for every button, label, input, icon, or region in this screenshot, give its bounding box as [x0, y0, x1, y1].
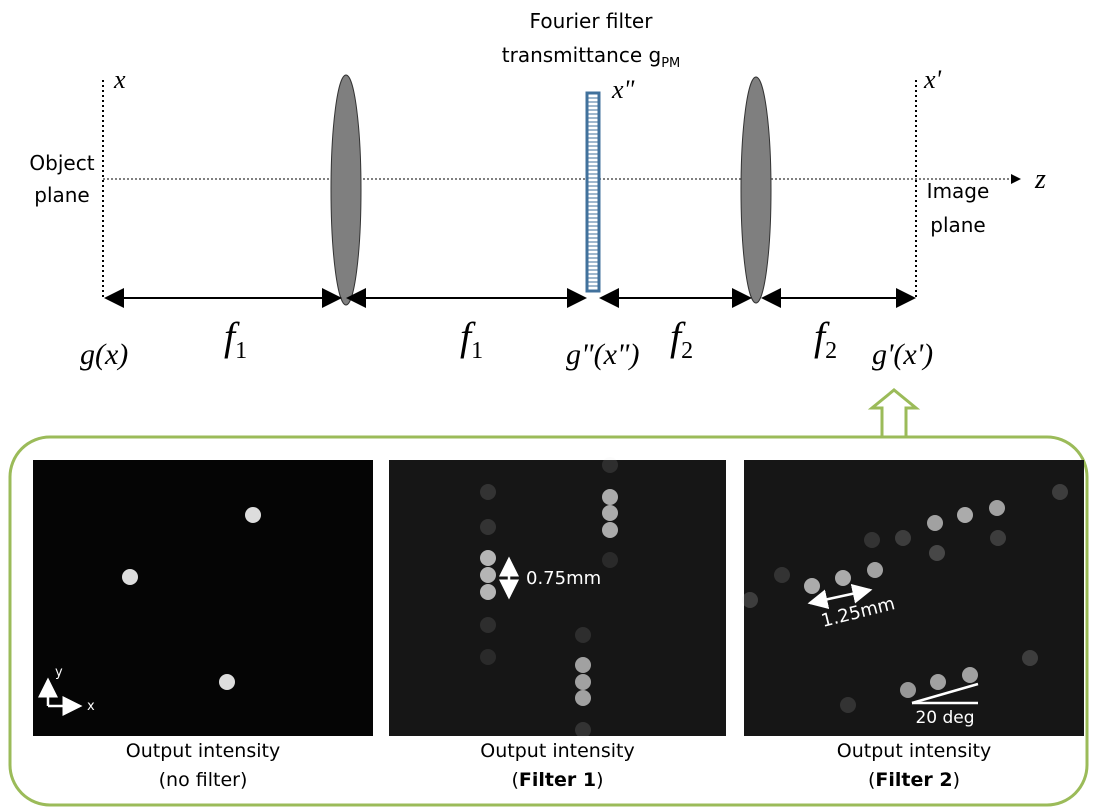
- caption-part: Filter 2: [875, 769, 952, 791]
- spot: [480, 550, 496, 566]
- spot: [480, 484, 496, 500]
- spot: [480, 519, 496, 535]
- spot: [962, 667, 978, 683]
- distance-subscript: 1: [235, 338, 247, 364]
- spot: [1052, 484, 1068, 500]
- spot: [122, 569, 138, 585]
- annotation: 0.75mm: [526, 568, 601, 589]
- distance-subscript: 1: [471, 338, 483, 364]
- spot: [602, 505, 618, 521]
- lens: [331, 75, 361, 305]
- distance-label: f1: [460, 314, 483, 364]
- spot: [602, 457, 618, 473]
- diagram: Fourier filter transmittance gPM x x" x'…: [0, 0, 1096, 808]
- plane-label: Image: [927, 179, 990, 203]
- caption: (no filter): [159, 769, 248, 791]
- caption-part: Filter 1: [519, 769, 596, 791]
- distance-label: f1: [224, 314, 247, 364]
- output-image: [389, 460, 726, 736]
- caption: Output intensity: [126, 740, 280, 762]
- spot: [804, 578, 820, 594]
- filter-label-sub: PM: [661, 56, 680, 71]
- field-label: g"(x"): [566, 338, 640, 371]
- caption-part: ): [953, 769, 960, 791]
- spot: [575, 657, 591, 673]
- spot: [575, 690, 591, 706]
- axis-z: z: [1034, 164, 1046, 195]
- spot: [480, 649, 496, 665]
- spot: [602, 552, 618, 568]
- fourier-filter: [587, 93, 599, 291]
- spot: [900, 682, 916, 698]
- axis-label: x': [923, 65, 942, 94]
- lens: [741, 77, 771, 303]
- field-label: g'(x'): [872, 338, 933, 371]
- spot: [989, 500, 1005, 516]
- spot: [245, 507, 261, 523]
- spot: [219, 674, 235, 690]
- spot: [957, 507, 973, 523]
- filter-label: Fourier filter: [530, 9, 654, 33]
- spot: [864, 532, 880, 548]
- caption: (Filter 1): [511, 769, 603, 791]
- field-label: g(x): [80, 338, 128, 371]
- distance-label: f2: [814, 314, 837, 364]
- optics: Fourier filter transmittance gPM x x" x'…: [29, 9, 1046, 371]
- spot: [1022, 650, 1038, 666]
- spot: [774, 567, 790, 583]
- green-arrow: [872, 390, 916, 438]
- caption: (Filter 2): [868, 769, 960, 791]
- panel: Output intensity (no filter): [33, 460, 373, 791]
- panel: Output intensity (Filter 2): [742, 460, 1084, 791]
- filter-label: transmittance gPM: [502, 43, 681, 71]
- distance-subscript: 2: [825, 338, 837, 364]
- spot: [575, 627, 591, 643]
- annotation: 20 deg: [915, 708, 974, 728]
- panel: Output intensity (Filter 1): [389, 457, 726, 791]
- caption: Output intensity: [480, 740, 634, 762]
- spot: [927, 515, 943, 531]
- spot: [835, 570, 851, 586]
- spot: [602, 489, 618, 505]
- caption-part: (: [511, 769, 518, 791]
- spot: [480, 584, 496, 600]
- plane-label: plane: [34, 183, 90, 207]
- annotation: y: [55, 665, 63, 680]
- annotation: x: [87, 699, 95, 714]
- spot: [895, 530, 911, 546]
- spot: [990, 530, 1006, 546]
- spot: [602, 522, 618, 538]
- caption-part: (no filter): [159, 769, 248, 791]
- panels: Output intensity(no filter)Output intens…: [33, 457, 1084, 791]
- spot: [930, 674, 946, 690]
- plane-label: Object: [29, 151, 94, 175]
- spot: [867, 562, 883, 578]
- caption-part: (: [868, 769, 875, 791]
- plane-label: plane: [930, 213, 986, 237]
- spot: [929, 545, 945, 561]
- filter-label-main: transmittance g: [502, 43, 661, 67]
- output-image: [33, 460, 373, 736]
- caption: Output intensity: [837, 740, 991, 762]
- spot: [575, 722, 591, 738]
- spot: [742, 592, 758, 608]
- axis-label: x": [611, 75, 635, 104]
- axis-label: x: [113, 65, 126, 94]
- spot: [480, 567, 496, 583]
- caption-part: ): [596, 769, 603, 791]
- distance-label: f2: [670, 314, 693, 364]
- spot: [840, 697, 856, 713]
- spot: [480, 617, 496, 633]
- spot: [575, 674, 591, 690]
- distance-subscript: 2: [681, 338, 693, 364]
